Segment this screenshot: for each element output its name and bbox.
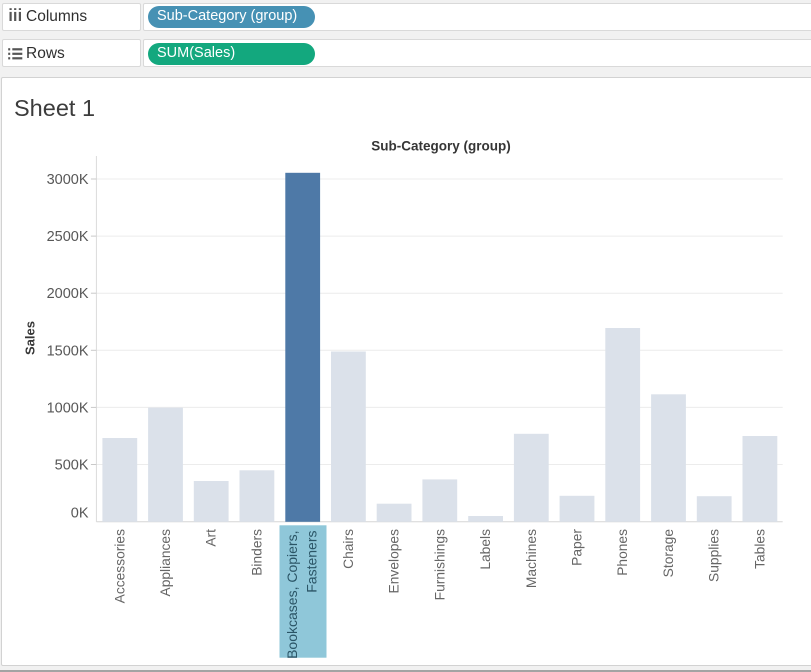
svg-text:Fasteners: Fasteners [304, 531, 320, 593]
svg-text:Appliances: Appliances [158, 529, 173, 597]
svg-text:Envelopes: Envelopes [387, 529, 402, 594]
svg-text:Bookcases, Copiers,: Bookcases, Copiers, [284, 531, 300, 659]
svg-text:Art: Art [204, 529, 219, 547]
svg-text:Sales: Sales [23, 321, 38, 355]
svg-text:Accessories: Accessories [112, 529, 127, 603]
svg-text:Binders: Binders [249, 529, 264, 576]
svg-text:Furnishings: Furnishings [432, 529, 447, 600]
svg-text:Supplies: Supplies [707, 529, 722, 582]
svg-text:Sub-Category (group): Sub-Category (group) [371, 139, 511, 154]
svg-text:2000K: 2000K [47, 286, 89, 302]
svg-text:Paper: Paper [570, 529, 585, 566]
svg-text:1500K: 1500K [47, 343, 89, 359]
svg-text:Tables: Tables [752, 529, 767, 569]
svg-text:0K: 0K [71, 506, 89, 522]
svg-text:3000K: 3000K [47, 172, 89, 188]
svg-text:Phones: Phones [615, 529, 630, 576]
svg-text:Chairs: Chairs [341, 529, 356, 569]
svg-text:1000K: 1000K [47, 400, 89, 416]
svg-text:2500K: 2500K [47, 229, 89, 245]
svg-text:500K: 500K [55, 458, 89, 474]
svg-text:Labels: Labels [478, 529, 493, 570]
svg-text:Machines: Machines [524, 529, 539, 588]
svg-text:Storage: Storage [661, 529, 676, 578]
svg-text:Sheet 1: Sheet 1 [14, 95, 95, 121]
